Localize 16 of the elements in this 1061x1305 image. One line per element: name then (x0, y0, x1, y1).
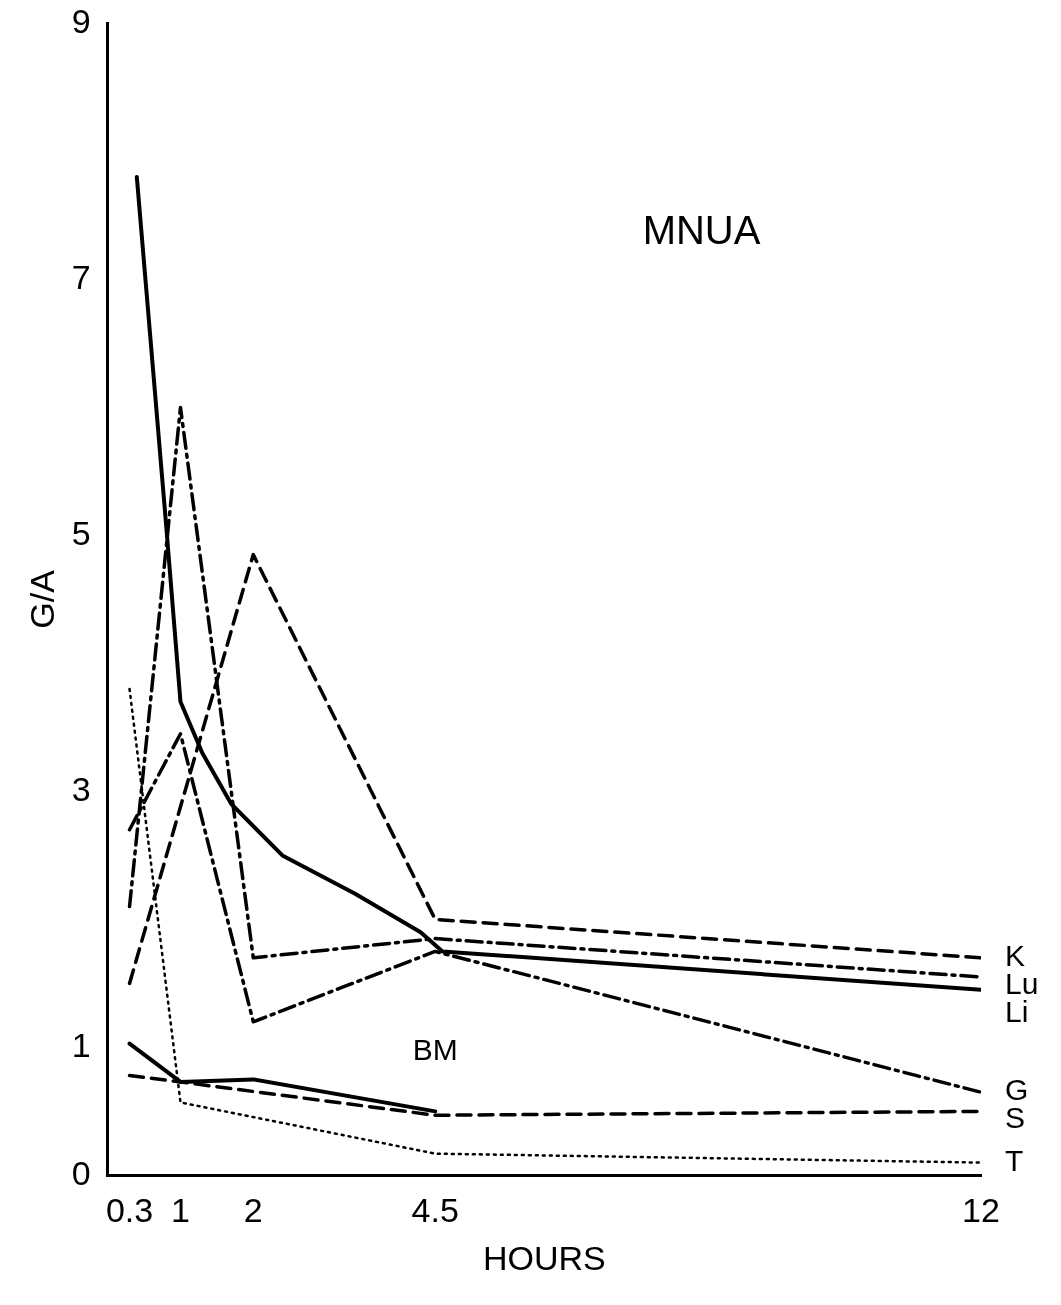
x-tick-label: 1 (171, 1191, 190, 1230)
y-axis-title: G/A (22, 569, 61, 629)
y-tick-label: 1 (71, 1025, 91, 1064)
x-tick-label: 4.5 (411, 1191, 459, 1230)
x-tick-label: 12 (962, 1191, 1000, 1230)
y-tick-label: 3 (71, 769, 91, 808)
series-label: T (1005, 1143, 1024, 1177)
x-tick-label: 0.3 (105, 1191, 154, 1230)
x-tick-label: 2 (243, 1191, 263, 1230)
y-tick-label: 9 (71, 1, 91, 40)
y-tick-label: 5 (71, 513, 91, 552)
y-tick-label: 0 (71, 1153, 91, 1192)
y-tick-label: 7 (71, 257, 91, 296)
series-label: BM (412, 1032, 458, 1066)
annotation: MNUA (642, 208, 761, 253)
x-axis-title: HOURS (482, 1238, 606, 1277)
